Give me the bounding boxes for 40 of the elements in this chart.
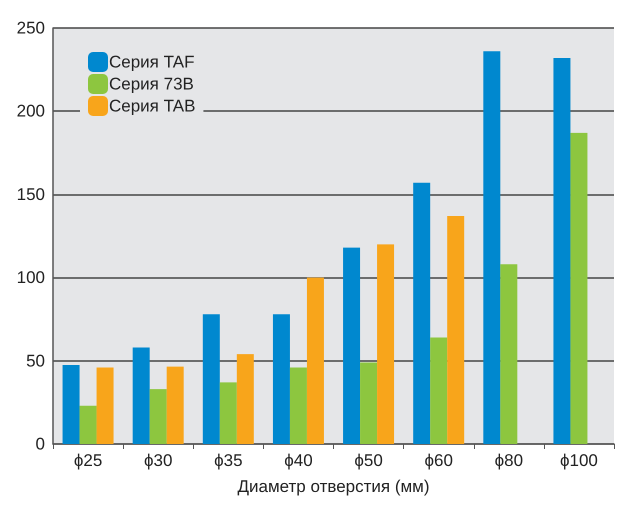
bar bbox=[360, 362, 378, 444]
bar bbox=[290, 367, 307, 444]
bar bbox=[272, 314, 290, 444]
x-tick-label: ϕ100 bbox=[560, 451, 598, 470]
bar bbox=[377, 244, 394, 444]
bar bbox=[132, 347, 150, 444]
legend-label: Серия TAB bbox=[109, 96, 196, 116]
y-tick-label: 200 bbox=[16, 102, 45, 121]
bar bbox=[150, 389, 167, 444]
y-tick-label: 250 bbox=[16, 18, 45, 38]
x-tick-label: ϕ50 bbox=[354, 451, 383, 470]
legend-label: Серия TAF bbox=[109, 52, 194, 72]
bar bbox=[553, 58, 570, 444]
legend-label: Серия 73B bbox=[109, 74, 194, 94]
bar bbox=[343, 248, 360, 444]
bar bbox=[570, 132, 588, 444]
bar bbox=[62, 364, 80, 444]
x-axis-title: Диаметр отверстия (мм) bbox=[237, 477, 430, 496]
x-tick-label: ϕ30 bbox=[144, 451, 172, 470]
y-tick-label: 150 bbox=[16, 184, 45, 204]
x-tick-label: ϕ25 bbox=[74, 451, 102, 470]
x-tick-label: ϕ35 bbox=[214, 451, 243, 470]
bar bbox=[96, 367, 114, 444]
y-tick-label: 100 bbox=[16, 268, 45, 288]
bar bbox=[430, 338, 448, 444]
bar bbox=[220, 382, 237, 444]
bar bbox=[202, 314, 220, 444]
bar bbox=[236, 354, 254, 444]
bar bbox=[306, 278, 324, 444]
bar bbox=[500, 264, 518, 444]
bar bbox=[447, 216, 464, 444]
y-tick-label: 0 bbox=[36, 434, 45, 454]
x-tick-label: ϕ80 bbox=[494, 451, 524, 470]
x-tick-label: ϕ60 bbox=[424, 451, 453, 470]
y-tick-label: 50 bbox=[26, 351, 45, 370]
bar bbox=[483, 51, 500, 444]
bar bbox=[80, 406, 97, 444]
x-tick-label: ϕ40 bbox=[284, 451, 313, 470]
bar bbox=[166, 366, 184, 444]
bar bbox=[413, 182, 430, 444]
